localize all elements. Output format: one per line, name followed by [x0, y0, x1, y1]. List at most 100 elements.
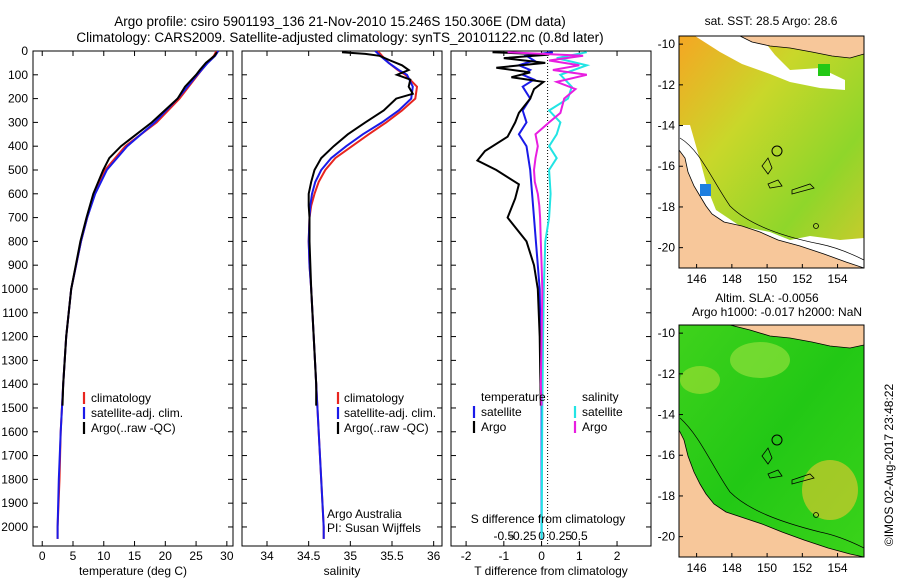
difference-series [475, 51, 591, 539]
map-lon-label: 148 [722, 561, 742, 575]
salinity-line-blue [307, 51, 414, 539]
sst-green-patch [818, 64, 830, 76]
depth-tick-label: 1100 [2, 306, 28, 320]
difference-line-blue [515, 51, 554, 539]
x-tick-label-s: 0.5 [571, 529, 588, 543]
legend-label-argo: Argo(..raw -QC) [91, 421, 176, 435]
temperature-line-black [61, 51, 218, 406]
depth-tick-label: 1000 [1, 282, 28, 296]
map-lon-label: 146 [687, 561, 707, 575]
x-tick-label: 34 [260, 549, 274, 563]
temperature-xlabel: temperature (deg C) [79, 564, 187, 578]
s-difference-title: S difference from climatology [471, 512, 626, 526]
map-lat-label: -12 [658, 78, 676, 92]
map-lon-label: 148 [722, 272, 742, 286]
map-lat-label: -20 [658, 530, 676, 544]
sla-map-frame [678, 324, 865, 558]
depth-tick-label: 200 [8, 92, 28, 106]
x-tick-label-s: -0.5 [493, 529, 514, 543]
land-queensland [679, 429, 864, 557]
x-tick-label-t: -2 [461, 549, 472, 563]
figure-title-line1: Argo profile: csiro 5901193_136 21-Nov-2… [114, 14, 566, 29]
difference-plot-frame [450, 50, 652, 547]
temperature-legend: climatology satellite-adj. clim. Argo(..… [82, 391, 183, 435]
legend-label-satellite-adj: satellite-adj. clim. [344, 406, 436, 420]
salinity-series [307, 51, 419, 539]
legend-label-t-argo: Argo [481, 420, 507, 434]
salinity-plot-frame [241, 50, 443, 547]
sla-anomaly [802, 460, 858, 520]
map-lon-label: 150 [757, 272, 777, 286]
argo-position-marker [771, 434, 783, 446]
depth-tick-label: 1300 [1, 353, 28, 367]
reef-contour [679, 137, 864, 261]
difference-line-cyan [540, 51, 591, 539]
sla-map-axes: 146 148 150 152 154 -10 -12 -14 -16 -18 -20 [658, 326, 848, 575]
sst-warm-patch [700, 184, 711, 196]
reef-outline [761, 447, 815, 485]
map-lat-label: -14 [658, 408, 676, 422]
sla-anomaly [680, 366, 720, 394]
sla-map-title-2: Argo h1000: -0.017 h2000: NaN [692, 305, 862, 319]
depth-tick-label: 700 [8, 211, 28, 225]
depth-tick-label: 1500 [1, 401, 28, 415]
difference-legend: temperature satellite Argo salinity sate… [472, 390, 623, 434]
legend-title-salinity: salinity [582, 390, 619, 404]
depth-tick-label: 1400 [1, 377, 28, 391]
temperature-line-blue [56, 51, 220, 539]
legend-label-climatology: climatology [91, 391, 151, 405]
depth-tick-label: 300 [8, 115, 28, 129]
legend-label-s-satellite: satellite [582, 405, 623, 419]
difference-line-black [475, 51, 550, 406]
depth-tick-label: 1200 [1, 330, 28, 344]
x-tick-label-t: 0 [538, 549, 545, 563]
salinity-legend: climatology satellite-adj. clim. Argo(..… [336, 391, 436, 435]
depth-tick-label: 500 [8, 163, 28, 177]
sla-map [679, 325, 864, 557]
sst-map-title: sat. SST: 28.5 Argo: 28.6 [705, 14, 838, 28]
sst-map [679, 36, 864, 268]
reef-contour [679, 417, 864, 549]
sla-anomaly [730, 342, 790, 378]
legend-title-temperature: temperature [481, 390, 546, 404]
x-tick-label: 15 [128, 549, 142, 563]
map-lon-label: 152 [792, 272, 812, 286]
x-tick-label: 5 [70, 549, 77, 563]
reef-marker [813, 512, 819, 518]
depth-tick-label: 1900 [1, 496, 28, 510]
depth-tick-label: 2000 [1, 520, 28, 534]
map-lat-label: -18 [658, 200, 676, 214]
argo-position-marker [771, 145, 783, 157]
map-lat-label: -16 [658, 159, 676, 173]
temperature-x-axis: 0 5 10 15 20 25 30 [39, 51, 234, 563]
legend-label-t-satellite: satellite [481, 405, 522, 419]
x-tick-label-s: -0.25 [509, 529, 537, 543]
x-tick-label: 0 [39, 549, 46, 563]
depth-tick-label: 1600 [1, 425, 28, 439]
x-tick-label-t: -1 [498, 549, 509, 563]
land-png [739, 36, 864, 59]
argo-australia-label: Argo Australia [327, 507, 402, 521]
legend-label-satellite-adj: satellite-adj. clim. [91, 406, 183, 420]
map-lat-label: -14 [658, 119, 676, 133]
depth-tick-label: 1800 [1, 472, 28, 486]
map-lat-label: -16 [658, 448, 676, 462]
depth-tick-label: 400 [8, 139, 28, 153]
x-tick-label: 34.5 [297, 549, 321, 563]
depth-tick-label: 100 [8, 68, 28, 82]
depth-tick-label: 600 [8, 187, 28, 201]
x-tick-label-t: 2 [614, 549, 621, 563]
land-png [729, 325, 864, 349]
x-tick-label: 36 [427, 549, 441, 563]
x-tick-label-s: 0.25 [549, 529, 573, 543]
imos-credit: ©IMOS 02-Aug-2017 23:48:22 [882, 384, 896, 547]
temperature-line-red [56, 51, 218, 539]
x-tick-label: 35.5 [380, 549, 404, 563]
difference-xlabel: T difference from climatology [474, 564, 628, 578]
sst-cloud-mask [695, 36, 845, 90]
x-tick-label-t: 1 [576, 549, 583, 563]
map-lat-label: -10 [658, 326, 676, 340]
pi-label: PI: Susan Wijffels [327, 521, 421, 535]
difference-line-magenta [507, 51, 588, 406]
